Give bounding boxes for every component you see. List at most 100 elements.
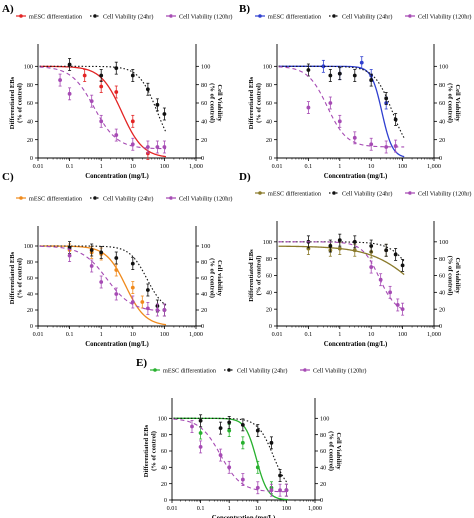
data-point	[400, 263, 405, 268]
x-tick-label: 1,000	[308, 505, 322, 512]
x-tick-label: 100	[398, 163, 407, 170]
legend-label: Cell Viability (120hr)	[418, 14, 471, 21]
panel-letter: C)	[2, 171, 14, 183]
data-point	[218, 453, 223, 457]
y-tick-label-right: 40	[320, 465, 326, 472]
x-tick-label: 0.1	[305, 331, 313, 338]
y-axis-title-left: Differentiated EBs(% of control)	[9, 76, 24, 129]
data-point	[67, 62, 72, 67]
x-tick-label: 1,000	[189, 331, 203, 338]
series-2	[278, 233, 405, 272]
data-point	[114, 90, 119, 94]
legend-marker	[303, 368, 307, 372]
y-axis-title-left: Differentiated EBs(% of control)	[9, 251, 24, 304]
x-tick-label: 0.1	[66, 163, 74, 170]
legend-label: mESC differentiation	[268, 191, 321, 198]
data-point	[145, 145, 150, 149]
data-point	[114, 268, 119, 272]
data-point	[388, 290, 393, 295]
data-point	[269, 488, 274, 493]
y-tick-label-right: 0	[320, 497, 323, 504]
data-point	[162, 308, 167, 312]
y-tick-label-right: 20	[439, 306, 445, 313]
y-tick-label-left: 80	[27, 259, 33, 266]
y-tick-label-right: 20	[201, 137, 207, 144]
y-axis-title-left: Differentiated EBs(% of control)	[248, 249, 263, 302]
data-point	[306, 105, 311, 110]
y-tick-label-left: 60	[27, 275, 33, 282]
data-point	[337, 119, 342, 124]
y-tick-label-right: 100	[320, 416, 329, 423]
data-point	[145, 151, 150, 156]
data-point	[82, 73, 87, 78]
data-point	[240, 422, 245, 427]
legend-marker	[93, 196, 97, 200]
y-tick-label-left: 40	[161, 465, 167, 472]
y-tick-label-right: 60	[201, 275, 207, 282]
y-tick-label-right: 0	[201, 155, 204, 162]
fit-curve	[278, 241, 405, 311]
y-tick-label-left: 80	[266, 256, 272, 263]
y-tick-label-right: 100	[201, 64, 210, 71]
data-point	[240, 440, 245, 445]
chart-panel-3: C) mESC differentiation Cell Viability (24…	[2, 171, 232, 348]
y-tick-label-right: 100	[439, 64, 448, 71]
y-tick-label-left: 0	[269, 323, 272, 330]
x-tick-label: 10	[368, 163, 374, 170]
data-point	[145, 306, 150, 311]
legend-label: Cell Viability (120hr)	[418, 191, 471, 198]
legend-label: mESC differentiation	[163, 368, 216, 375]
series-3	[278, 241, 405, 316]
data-point	[218, 426, 223, 431]
fit-curve	[173, 417, 289, 484]
data-point	[395, 303, 400, 307]
data-point	[155, 308, 160, 312]
y-tick-label-left: 20	[266, 306, 272, 313]
legend: mESC differentiation Cell Viability (24hr…	[150, 368, 366, 375]
panel-letter: A)	[2, 3, 14, 15]
data-point	[198, 445, 203, 449]
x-tick-label: 1	[228, 505, 231, 512]
y-tick-label-left: 20	[27, 137, 33, 144]
legend-marker	[332, 191, 336, 195]
y-tick-label-right: 20	[439, 137, 445, 144]
legend-label: Cell Viability (120hr)	[179, 196, 232, 203]
data-point	[306, 68, 311, 72]
fit-curve	[173, 418, 288, 493]
series-2	[173, 414, 289, 497]
y-tick-label-right: 0	[439, 155, 442, 162]
x-tick-label: 10	[130, 163, 136, 170]
data-point	[198, 418, 203, 423]
series-2	[39, 241, 167, 317]
x-tick-label: 1	[338, 163, 341, 170]
y-tick-label-left: 20	[27, 307, 33, 314]
y-tick-label-right: 40	[439, 119, 445, 126]
x-tick-label: 1,000	[427, 163, 441, 170]
data-point	[162, 112, 167, 116]
y-tick-label-left: 80	[266, 82, 272, 89]
data-point	[190, 424, 194, 429]
legend-marker	[19, 196, 23, 200]
data-point	[269, 440, 274, 445]
y-tick-label-left: 100	[263, 64, 272, 71]
x-tick-label: 10	[255, 505, 261, 512]
fit-curve	[39, 66, 166, 150]
x-tick-label: 0.01	[167, 505, 178, 512]
data-point	[67, 91, 72, 96]
y-tick-label-right: 80	[439, 256, 445, 263]
data-point	[114, 133, 119, 137]
x-tick-label: 10	[368, 331, 374, 338]
data-point	[352, 73, 357, 78]
legend-label: mESC differentiation	[268, 14, 321, 21]
data-point	[89, 248, 94, 252]
data-point	[328, 101, 333, 105]
y-tick-label-right: 100	[201, 243, 210, 250]
series-1	[278, 56, 405, 158]
y-tick-label-right: 0	[201, 323, 204, 330]
y-tick-label-left: 60	[266, 100, 272, 107]
x-tick-label: 1,000	[427, 331, 441, 338]
data-point	[378, 277, 383, 282]
y-tick-label-right: 80	[201, 82, 207, 89]
data-point	[278, 473, 282, 478]
y-tick-label-right: 80	[439, 82, 445, 89]
